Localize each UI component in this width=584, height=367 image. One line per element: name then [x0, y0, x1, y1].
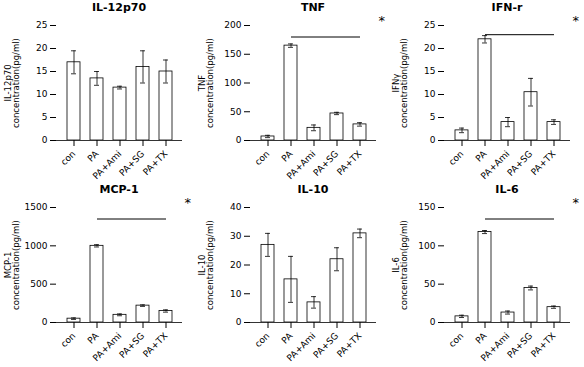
svg-text:*: *: [379, 15, 386, 28]
svg-text:IL-12p70concentration(pg/ml): IL-12p70concentration(pg/ml): [3, 38, 22, 128]
svg-text:5: 5: [42, 112, 48, 122]
html-text:TNF: TNF: [300, 1, 326, 14]
svg-text:PA+SG: PA+SG: [117, 149, 146, 178]
svg-text:50: 50: [424, 279, 436, 289]
svg-text:con: con: [253, 149, 272, 168]
svg-text:PA: PA: [86, 330, 101, 345]
svg-text:10: 10: [36, 89, 48, 99]
svg-text:25: 25: [36, 20, 47, 30]
svg-text:con: con: [253, 331, 272, 350]
svg-text:con: con: [59, 331, 78, 350]
svg-text:500: 500: [30, 279, 47, 289]
svg-text:PA+SG: PA+SG: [505, 331, 534, 360]
svg-text:PA: PA: [280, 330, 295, 345]
svg-text:10: 10: [424, 89, 436, 99]
svg-text:PA+TX: PA+TX: [141, 331, 169, 359]
svg-text:1000: 1000: [25, 241, 48, 251]
svg-text:10: 10: [230, 289, 242, 299]
svg-text:5: 5: [430, 112, 436, 122]
svg-text:PA+Ami: PA+Ami: [91, 149, 124, 180]
svg-text:0: 0: [236, 317, 242, 327]
svg-text:IFNγconcentration(pg/ml): IFNγconcentration(pg/ml): [391, 38, 410, 128]
svg-text:PA: PA: [280, 148, 295, 163]
svg-text:PA+Ami: PA+Ami: [285, 331, 318, 362]
svg-text:PA: PA: [474, 148, 489, 163]
svg-text:0: 0: [430, 135, 436, 145]
svg-text:PA+SG: PA+SG: [505, 149, 534, 178]
svg-text:200: 200: [224, 20, 241, 30]
svg-text:PA+TX: PA+TX: [529, 331, 557, 359]
svg-text:1500: 1500: [25, 202, 48, 212]
svg-text:MCP-1concentration(pg/ml): MCP-1concentration(pg/ml): [3, 220, 22, 310]
svg-text:*: *: [573, 197, 580, 210]
svg-text:PA+Ami: PA+Ami: [285, 149, 318, 180]
svg-text:IL-10concentration(pg/ml): IL-10concentration(pg/ml): [197, 220, 216, 310]
svg-text:PA+TX: PA+TX: [141, 149, 169, 177]
svg-text:*: *: [573, 15, 580, 28]
svg-text:100: 100: [224, 78, 241, 88]
svg-text:con: con: [447, 331, 466, 350]
svg-text:150: 150: [224, 49, 241, 59]
svg-text:25: 25: [424, 20, 435, 30]
html-text:IL-12p70: IL-12p70: [91, 1, 147, 14]
html-text:IL-10: IL-10: [297, 183, 329, 196]
svg-text:30: 30: [230, 231, 242, 241]
svg-text:PA+TX: PA+TX: [529, 149, 557, 177]
svg-text:15: 15: [36, 66, 47, 76]
svg-text:20: 20: [230, 260, 242, 270]
html-text:IFN-r: IFN-r: [491, 1, 523, 14]
svg-text:20: 20: [36, 43, 48, 53]
svg-text:0: 0: [236, 135, 242, 145]
svg-text:IL-6concentration(pg/ml): IL-6concentration(pg/ml): [391, 220, 410, 310]
svg-text:*: *: [185, 197, 192, 210]
svg-text:150: 150: [418, 202, 435, 212]
svg-text:PA+Ami: PA+Ami: [479, 149, 512, 180]
svg-text:100: 100: [418, 241, 435, 251]
svg-text:0: 0: [42, 317, 48, 327]
svg-text:PA+TX: PA+TX: [335, 331, 363, 359]
html-text:IL-6: IL-6: [495, 183, 519, 196]
svg-text:con: con: [59, 149, 78, 168]
svg-text:PA+SG: PA+SG: [117, 331, 146, 360]
svg-text:PA+SG: PA+SG: [311, 331, 340, 360]
svg-text:PA: PA: [86, 148, 101, 163]
html-text:MCP-1: MCP-1: [99, 183, 139, 196]
svg-text:PA+SG: PA+SG: [311, 149, 340, 178]
svg-text:con: con: [447, 149, 466, 168]
svg-text:PA+Ami: PA+Ami: [479, 331, 512, 362]
svg-text:0: 0: [42, 135, 48, 145]
svg-text:PA+Ami: PA+Ami: [91, 331, 124, 362]
svg-text:PA+TX: PA+TX: [335, 149, 363, 177]
svg-text:15: 15: [424, 66, 435, 76]
svg-text:50: 50: [230, 107, 242, 117]
svg-text:20: 20: [424, 43, 436, 53]
svg-text:TNFconcentration(pg/ml): TNFconcentration(pg/ml): [197, 38, 216, 128]
svg-text:PA: PA: [474, 330, 489, 345]
svg-text:40: 40: [230, 202, 242, 212]
svg-text:0: 0: [430, 317, 436, 327]
